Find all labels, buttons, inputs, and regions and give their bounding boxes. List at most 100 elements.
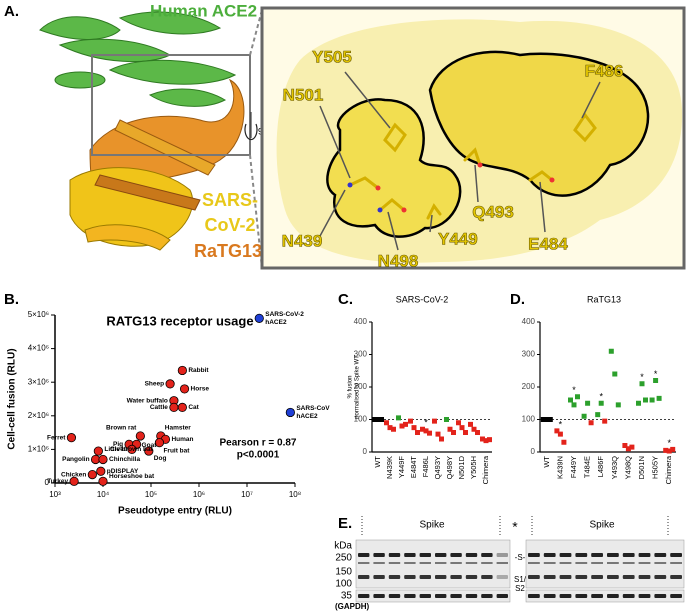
- x-tick-label: D501N: [637, 456, 646, 479]
- x-tick-label: F486L: [421, 456, 430, 477]
- point: [670, 446, 676, 452]
- y-tick-label: 100: [354, 415, 368, 424]
- marker-label: 150: [335, 567, 352, 578]
- point-label: hACE2: [296, 413, 318, 420]
- band: [543, 575, 556, 579]
- residue-label: N439: [282, 231, 323, 250]
- point: [379, 417, 384, 422]
- band: [358, 553, 370, 557]
- band: [404, 594, 416, 598]
- point: [435, 431, 441, 437]
- band-label: S2: [515, 584, 525, 593]
- band: [543, 562, 556, 564]
- point: [451, 430, 456, 435]
- point: [387, 425, 393, 431]
- significance: *: [640, 372, 644, 382]
- point: [396, 415, 401, 421]
- significance: *: [572, 385, 576, 395]
- band-label: -S-: [515, 553, 526, 562]
- band: [450, 553, 462, 557]
- band: [559, 562, 572, 564]
- x-tick-label: Chimera: [664, 455, 673, 484]
- residue-label: E484: [528, 234, 568, 253]
- band-label: S1/: [514, 575, 527, 584]
- significance: *: [599, 392, 603, 402]
- loading-label: (GAPDH): [335, 602, 370, 611]
- x-tick-label: H505Y: [651, 456, 660, 479]
- y-tick-label: 3×10⁶: [28, 377, 49, 386]
- band: [575, 553, 588, 557]
- band: [622, 594, 635, 598]
- band: [373, 562, 385, 564]
- point-label: Civet: [110, 446, 127, 453]
- point: [463, 430, 468, 435]
- x-tick-label: WT: [542, 456, 551, 468]
- point: [643, 397, 648, 403]
- marker-label: 250: [335, 553, 352, 564]
- panel-label: B.: [4, 291, 19, 308]
- point: [144, 446, 154, 456]
- panel-label: E.: [338, 515, 352, 532]
- x-tick-label: 10³: [49, 490, 61, 499]
- y-tick-label: 400: [354, 317, 368, 326]
- residue-label: N498: [378, 251, 419, 270]
- rotation-arrow: [244, 123, 258, 141]
- band: [388, 562, 401, 564]
- x-tick-label: Chimera: [481, 455, 490, 484]
- surface-view: [260, 6, 686, 270]
- point: [629, 444, 635, 450]
- x-tick-label: WT: [373, 456, 382, 468]
- band: [591, 594, 603, 598]
- point: [487, 437, 492, 443]
- point: [98, 476, 108, 486]
- ratg13-label: RaTG13: [194, 241, 262, 261]
- spike-label: Spike: [419, 520, 444, 531]
- point-label: Horseshoe bat: [109, 473, 155, 480]
- point: [285, 407, 295, 418]
- y-tick-label: 4×10⁶: [28, 344, 49, 353]
- significance: *: [424, 418, 428, 428]
- point-label: Dog: [154, 455, 167, 462]
- band: [465, 562, 478, 564]
- blot: [525, 589, 685, 603]
- band: [450, 594, 462, 598]
- point-label: Goat: [142, 442, 158, 449]
- point: [666, 448, 672, 454]
- band: [670, 575, 682, 579]
- point: [408, 418, 413, 424]
- band: [622, 575, 635, 579]
- y-tick-label: 300: [522, 350, 536, 359]
- residue-label: Y505: [312, 47, 352, 66]
- point-label: SARS-CoV-2: [265, 311, 304, 318]
- sars-label: CoV-2: [204, 215, 255, 235]
- residue-label: F486: [585, 61, 624, 80]
- residue-label: Y449: [438, 229, 478, 248]
- band: [622, 562, 635, 564]
- x-tick-label: N501D: [457, 455, 466, 479]
- point: [561, 439, 567, 445]
- band: [373, 575, 385, 579]
- point: [663, 447, 669, 453]
- band: [575, 594, 588, 598]
- band: [559, 594, 572, 598]
- point-label: Pangolin: [62, 456, 89, 463]
- y-tick-label: 5×10⁶: [28, 310, 49, 319]
- band: [575, 562, 588, 564]
- point: [540, 417, 546, 422]
- point-label: SARS-CoV: [296, 405, 330, 412]
- residue-label: N501: [283, 85, 324, 104]
- point: [254, 313, 264, 323]
- band: [465, 553, 478, 557]
- x-tick-label: 10⁶: [193, 490, 205, 499]
- x-tick-label: N439K: [385, 456, 394, 479]
- point: [403, 421, 408, 427]
- band: [622, 553, 635, 557]
- sars-label: SARS-: [202, 190, 258, 210]
- point: [372, 417, 377, 422]
- point: [653, 378, 659, 383]
- point: [588, 420, 594, 426]
- point: [598, 400, 604, 406]
- point: [87, 469, 97, 480]
- annotation: p<0.0001: [237, 450, 280, 461]
- band: [496, 594, 508, 598]
